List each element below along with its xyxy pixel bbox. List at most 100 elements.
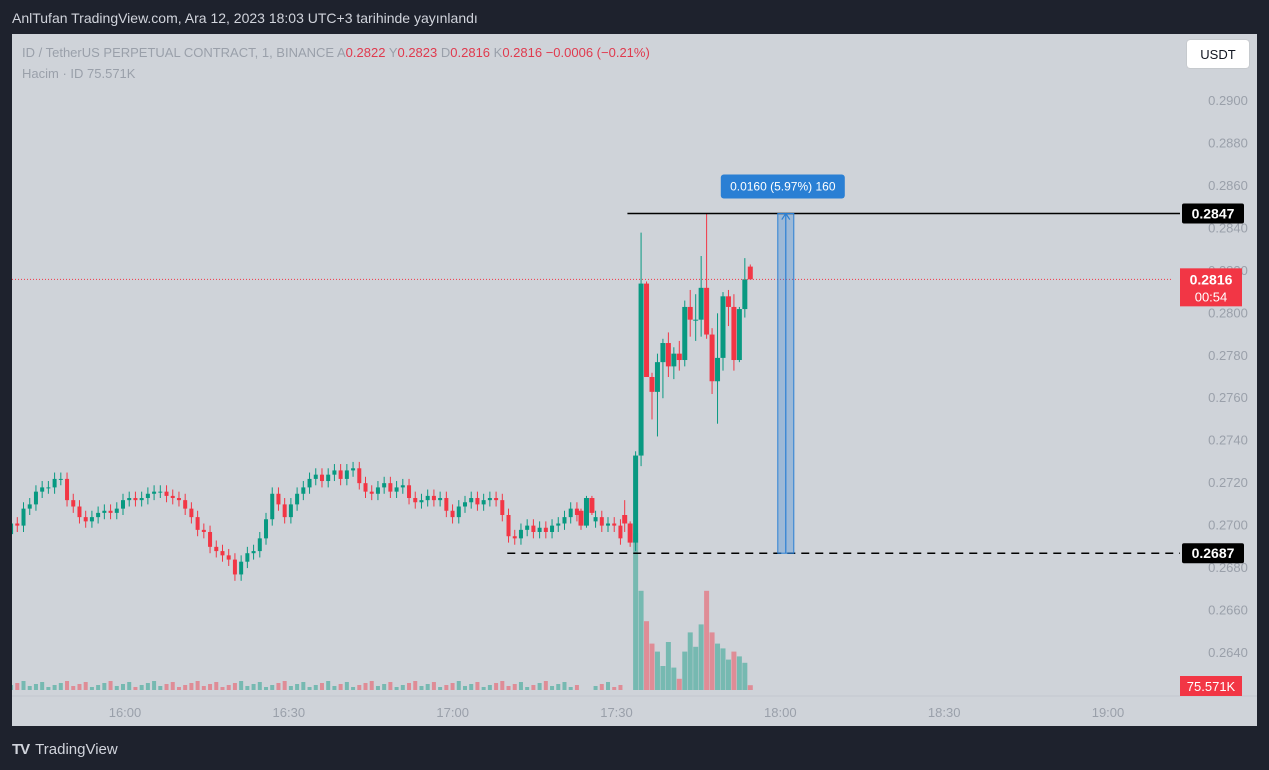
volume-bar xyxy=(288,686,293,690)
volume-bar xyxy=(189,683,194,690)
candle-body xyxy=(245,553,250,562)
volume-bar xyxy=(394,687,399,690)
volume-bar xyxy=(550,686,555,690)
volume-bar xyxy=(556,684,561,690)
volume-bar xyxy=(351,687,356,690)
candlestick-chart[interactable]: 0.29000.28800.28600.28400.28200.28000.27… xyxy=(12,34,1257,726)
chart-legend: ID / TetherUS PERPETUAL CONTRACT, 1, BIN… xyxy=(22,45,650,60)
candle-body xyxy=(400,485,405,488)
volume-bar xyxy=(574,685,579,690)
volume-bar xyxy=(736,656,742,690)
volume-bar xyxy=(494,683,499,690)
candle-body xyxy=(487,498,492,501)
candle-body xyxy=(232,559,237,575)
candle-body xyxy=(627,523,633,543)
volume-legend: Hacim · ID 75.571K xyxy=(22,66,135,81)
volume-bar xyxy=(644,621,650,690)
volume-bar xyxy=(357,685,362,690)
candle-body xyxy=(77,506,82,518)
volume-bar xyxy=(720,648,726,690)
y-tick-label: 0.2780 xyxy=(1208,348,1248,363)
volume-bar xyxy=(715,643,721,690)
volume-bar xyxy=(562,682,567,690)
volume-bar xyxy=(444,685,449,690)
volume-legend-value: 75.571K xyxy=(87,66,136,81)
candle-body xyxy=(704,287,710,335)
volume-bar xyxy=(382,684,387,690)
volume-bar xyxy=(114,686,119,690)
candle-body xyxy=(419,500,424,503)
candle-body xyxy=(725,296,731,307)
volume-bar xyxy=(671,667,677,690)
x-tick-label: 16:00 xyxy=(109,705,142,720)
candle-body xyxy=(413,498,418,503)
candle-body xyxy=(589,498,595,513)
candle-body xyxy=(40,487,45,492)
volume-bar xyxy=(208,684,213,690)
candle-body xyxy=(257,538,262,552)
volume-bar xyxy=(450,683,455,690)
volume-bar xyxy=(139,685,144,690)
volume-bar xyxy=(158,686,163,690)
candle-body xyxy=(83,517,88,522)
measure-label: 0.0160 (5.97%) 160 xyxy=(730,180,836,194)
candle-body xyxy=(208,531,213,547)
candle-body xyxy=(295,493,300,505)
x-tick-label: 17:00 xyxy=(436,705,469,720)
volume-bar xyxy=(506,686,511,690)
high-level-badge xyxy=(1182,203,1244,224)
candle-body xyxy=(351,468,356,471)
candle-body xyxy=(120,500,125,509)
candle-body xyxy=(644,283,650,377)
volume-bar xyxy=(687,632,693,690)
candle-body xyxy=(52,478,57,488)
volume-bar xyxy=(660,666,666,690)
volume-bar xyxy=(481,687,486,690)
volume-bar xyxy=(58,683,63,690)
volume-bar xyxy=(638,590,644,690)
candle-body xyxy=(462,502,467,507)
volume-bar xyxy=(176,687,181,690)
x-tick-label: 18:00 xyxy=(764,705,797,720)
candle-body xyxy=(638,283,644,456)
volume-bar xyxy=(654,651,660,690)
candle-body xyxy=(578,510,584,526)
countdown-label: 00:54 xyxy=(1195,289,1228,304)
candle-body xyxy=(133,498,138,501)
candle-body xyxy=(307,478,312,488)
volume-bar xyxy=(633,533,639,690)
volume-bar xyxy=(431,682,436,690)
candle-body xyxy=(606,523,611,526)
high-level-label: 0.2847 xyxy=(1192,206,1235,222)
candle-body xyxy=(407,485,412,499)
volume-bar xyxy=(725,659,731,690)
volume-bar xyxy=(518,682,523,690)
volume-bar xyxy=(747,685,753,690)
volume-bar xyxy=(326,681,331,690)
legend-low-value: 0.2816 xyxy=(450,45,491,60)
y-tick-label: 0.2880 xyxy=(1208,135,1248,150)
candle-body xyxy=(114,508,119,513)
volume-bar xyxy=(338,684,343,690)
measure-label-box xyxy=(720,174,845,199)
volume-badge-label: 75.571K xyxy=(1187,679,1236,694)
candle-body xyxy=(550,525,555,532)
volume-bar xyxy=(102,683,107,690)
candle-body xyxy=(574,508,579,515)
candle-body xyxy=(145,493,150,499)
candle-body xyxy=(214,546,219,552)
volume-bar xyxy=(214,682,219,690)
legend-change: −0.0006 (−0.21%) xyxy=(545,45,650,60)
legend-symbol: ID / TetherUS PERPETUAL CONTRACT, 1, BIN… xyxy=(22,45,335,60)
candle-body xyxy=(33,491,38,505)
candle-body xyxy=(438,498,443,501)
volume-bar xyxy=(89,687,94,690)
volume-bar xyxy=(612,687,617,690)
volume-bar xyxy=(307,687,312,690)
chart-frame[interactable]: 0.29000.28800.28600.28400.28200.28000.27… xyxy=(12,34,1257,726)
candle-body xyxy=(618,525,623,539)
candle-body xyxy=(27,504,32,509)
footer-brand[interactable]: TV TradingView xyxy=(12,741,118,758)
volume-bar xyxy=(462,686,467,690)
currency-button[interactable]: USDT xyxy=(1187,40,1249,68)
